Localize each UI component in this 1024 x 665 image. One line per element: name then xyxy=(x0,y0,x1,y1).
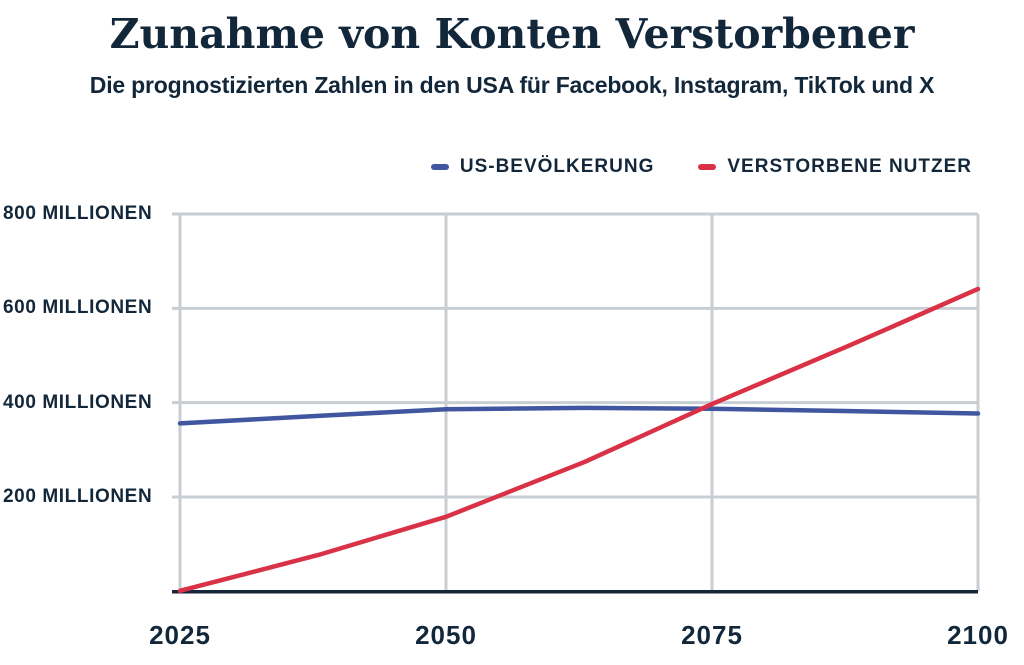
us-population-line-swatch-icon xyxy=(430,164,449,170)
page-subtitle: Die prognostizierten Zahlen in den USA f… xyxy=(89,72,935,98)
page-title: Zunahme von Konten Verstorbener xyxy=(109,10,915,58)
x-axis-label-2100: 2100 xyxy=(947,620,1009,650)
legend-label-us-population: US-BEVÖLKERUNG xyxy=(459,156,655,177)
deceased-users-line xyxy=(177,286,981,594)
gridlines xyxy=(172,212,980,592)
x-axis-label-2075: 2075 xyxy=(681,620,743,650)
x-axis-label-2025: 2025 xyxy=(149,620,211,650)
y-axis-label-800: 800 MILLIONEN xyxy=(3,203,153,224)
chart-legend: US-BEVÖLKERUNG VERSTORBENE NUTZER xyxy=(430,156,972,178)
y-axis-label-400: 400 MILLIONEN xyxy=(3,392,153,413)
deceased-users-line-swatch-icon xyxy=(698,164,717,170)
legend-label-deceased-users: VERSTORBENE NUTZER xyxy=(727,156,972,177)
x-axis-label-2050: 2050 xyxy=(415,620,477,650)
legend-item-us-population: US-BEVÖLKERUNG xyxy=(430,156,655,178)
us-population-line xyxy=(177,405,981,426)
legend-item-deceased-users: VERSTORBENE NUTZER xyxy=(698,156,972,178)
y-axis-label-200: 200 MILLIONEN xyxy=(3,486,153,507)
y-axis-label-600: 600 MILLIONEN xyxy=(3,297,153,318)
